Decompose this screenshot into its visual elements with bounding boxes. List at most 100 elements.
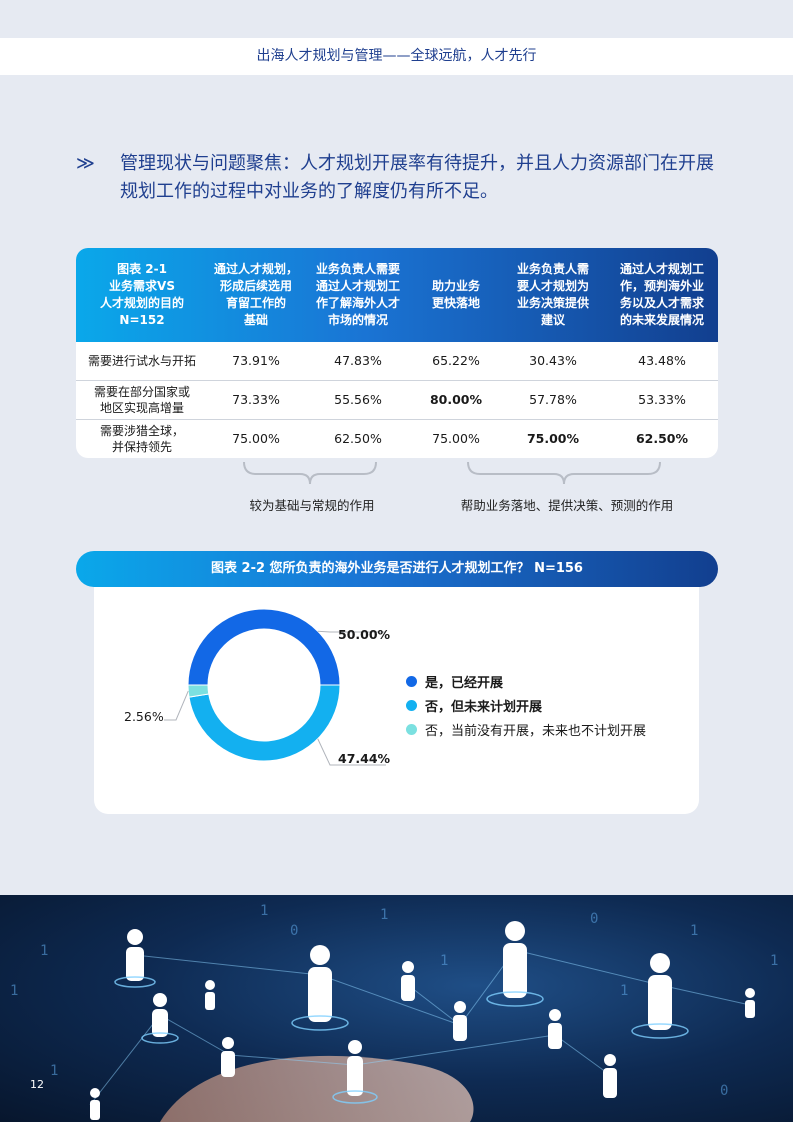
svg-text:1: 1 <box>380 907 388 923</box>
slice-label-planned: 47.44% <box>338 751 391 766</box>
svg-text:1: 1 <box>690 923 698 939</box>
intro-paragraph: ≫ 管理现状与问题聚焦：人才规划开展率有待提升，并且人力资源部门在开展规划工作的… <box>76 150 726 206</box>
column-header: 助力业务 更快落地 <box>412 248 500 342</box>
table-cell: 75.00% <box>432 431 480 446</box>
chart-2-2-card: 50.00% 47.44% 2.56% 是，已经开展 否，但未来计划开展 否，当… <box>94 587 699 814</box>
table-cell: 75.00% <box>526 431 580 446</box>
column-header-line: 通过人才规划， <box>213 262 298 276</box>
table-cell: 47.83% <box>304 342 412 381</box>
table-cell: 73.91% <box>208 342 304 381</box>
corner-line: 图表 2-1 <box>117 262 167 276</box>
column-header-line: 助力业务 <box>431 279 480 293</box>
column-header: 业务负责人需要 通过人才规划工 作了解海外人才 市场的情况 <box>304 248 412 342</box>
table-row: 需要在部分国家或 地区实现高增量 73.33% 55.56% 80.00% 57.78% 5… <box>76 380 718 420</box>
column-header-line: 的未来发展情况 <box>619 313 704 327</box>
column-header-line: 业务负责人需要 <box>315 262 400 276</box>
row-label: 需要进行试水与开拓 <box>76 342 208 381</box>
table-header-row: 图表 2-1 业务需求VS 人才规划的目的 N=152 通过人才规划， 形成后续… <box>76 248 718 342</box>
table-cell: 57.78% <box>500 380 606 420</box>
double-chevron-right-icon: ≫ <box>76 153 95 174</box>
legend-dot-icon <box>406 699 417 711</box>
brace-right-label: 帮助业务落地、提供决策、预测的作用 <box>460 498 674 513</box>
svg-text:1: 1 <box>40 943 48 959</box>
table-cell: 73.33% <box>208 380 304 420</box>
column-header-line: 市场的情况 <box>327 313 388 327</box>
column-header-line: 作，预判海外业 <box>619 279 704 293</box>
svg-text:1: 1 <box>10 983 18 999</box>
column-header-line: 形成后续选用 <box>219 279 292 293</box>
people-network-illustration: 1 1 1 0 1 0 1 1 0 1 1 1 <box>10 903 778 1122</box>
table-row: 需要进行试水与开拓 73.91% 47.83% 65.22% 30.43% 43.48% <box>76 342 718 381</box>
leader-line <box>317 738 386 766</box>
table-cell: 62.50% <box>635 431 689 446</box>
person-figures <box>90 921 755 1120</box>
slice-label-yes: 50.00% <box>338 627 391 642</box>
svg-text:1: 1 <box>260 903 268 919</box>
column-header-line: 通过人才规划工 <box>315 279 400 293</box>
column-header-line: 育留工作的 <box>225 296 286 310</box>
svg-text:0: 0 <box>290 923 298 939</box>
leader-line <box>164 690 189 721</box>
column-header-line: 作了解海外人才 <box>315 296 400 310</box>
column-header-line: 要人才规划为 <box>516 279 589 293</box>
corner-line: N=152 <box>119 313 165 327</box>
intro-text: 管理现状与问题聚焦：人才规划开展率有待提升，并且人力资源部门在开展规划工作的过程… <box>120 153 714 202</box>
table-cell: 75.00% <box>232 431 280 446</box>
table-cell: 80.00% <box>412 380 500 420</box>
column-header: 通过人才规划工 作，预判海外业 务以及人才需求 的未来发展情况 <box>606 248 718 342</box>
legend-dot-icon <box>406 723 417 735</box>
svg-text:1: 1 <box>50 1063 58 1079</box>
svg-text:1: 1 <box>770 953 778 969</box>
row-label-line: 需要进行试水与开拓 <box>87 354 196 368</box>
legend-item: 否，当前没有开展，未来也不计划开展 <box>406 717 646 741</box>
donut-slice <box>187 684 210 698</box>
header-title: 出海人才规划与管理——全球远航，人才先行 <box>256 48 537 64</box>
column-header-line: 更快落地 <box>431 296 480 310</box>
page-number: 12 <box>30 1078 44 1091</box>
table-cell: 30.43% <box>500 342 606 381</box>
network-people-photo: 1 1 1 0 1 0 1 1 0 1 1 1 <box>0 895 793 1122</box>
svg-text:1: 1 <box>440 953 448 969</box>
table-2-1: 图表 2-1 业务需求VS 人才规划的目的 N=152 通过人才规划， 形成后续… <box>76 248 718 458</box>
page-header: 出海人才规划与管理——全球远航，人才先行 <box>0 38 793 75</box>
legend-item: 是，已经开展 <box>406 669 646 693</box>
donut-slice <box>188 684 341 762</box>
legend-label: 否，当前没有开展，未来也不计划开展 <box>425 723 647 739</box>
brace-left-label: 较为基础与常规的作用 <box>249 498 375 513</box>
table-cell: 55.56% <box>304 380 412 420</box>
legend-item: 否，但未来计划开展 <box>406 693 646 717</box>
row-label-line: 需要在部分国家或 <box>93 385 190 399</box>
donut-chart <box>164 608 386 766</box>
column-header-line: 业务决策提供 <box>516 296 589 310</box>
svg-text:1: 1 <box>620 983 628 999</box>
svg-text:0: 0 <box>590 911 598 927</box>
column-header-line: 基础 <box>243 313 268 327</box>
table-cell: 62.50% <box>334 431 382 446</box>
slice-label-no: 2.56% <box>124 709 164 724</box>
row-label: 需要涉猎全球， 并保持领先 <box>76 420 208 459</box>
column-header-line: 通过人才规划工 <box>619 262 704 276</box>
chart-2-2-title: 图表 2-2 您所负责的海外业务是否进行人才规划工作？ N=156 <box>76 551 718 587</box>
table-row: 需要涉猎全球， 并保持领先 75.00% 62.50% 75.00% 75.00% 62.5… <box>76 420 718 459</box>
chart-legend: 是，已经开展 否，但未来计划开展 否，当前没有开展，未来也不计划开展 <box>406 669 646 741</box>
table-cell: 53.33% <box>606 380 718 420</box>
column-header: 通过人才规划， 形成后续选用 育留工作的 基础 <box>208 248 304 342</box>
column-header-line: 业务负责人需 <box>516 262 589 276</box>
legend-dot-icon <box>406 675 417 687</box>
chart-title-text: 图表 2-2 您所负责的海外业务是否进行人才规划工作？ N=156 <box>211 561 583 576</box>
row-label-line: 地区实现高增量 <box>99 401 184 415</box>
row-label: 需要在部分国家或 地区实现高增量 <box>76 380 208 420</box>
corner-line: 人才规划的目的 <box>99 296 184 310</box>
column-header-line: 务以及人才需求 <box>619 296 704 310</box>
svg-text:0: 0 <box>720 1083 728 1099</box>
legend-label: 是，已经开展 <box>425 675 504 691</box>
table-cell: 65.22% <box>412 342 500 381</box>
left-brace <box>243 461 377 485</box>
leader-line <box>317 630 386 633</box>
row-label-line: 需要涉猎全球， <box>99 424 184 438</box>
column-header-line: 建议 <box>540 313 565 327</box>
table-corner-header: 图表 2-1 业务需求VS 人才规划的目的 N=152 <box>76 248 208 342</box>
corner-line: 业务需求VS <box>109 279 175 293</box>
column-header: 业务负责人需 要人才规划为 业务决策提供 建议 <box>500 248 606 342</box>
row-label-line: 并保持领先 <box>111 440 172 454</box>
